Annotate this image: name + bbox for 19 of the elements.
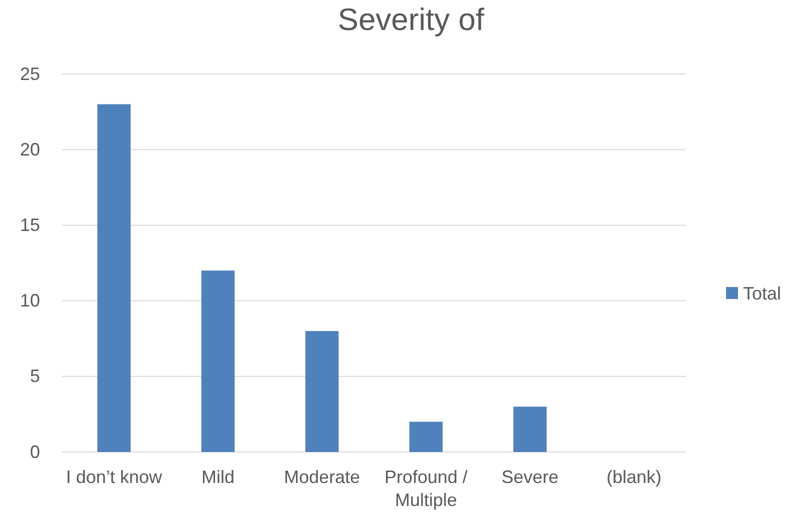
y-tick-label: 20 bbox=[20, 139, 40, 160]
y-tick-label: 5 bbox=[30, 366, 40, 386]
y-tick-label: 10 bbox=[20, 290, 40, 311]
x-tick-label: I don’t know bbox=[66, 466, 164, 487]
legend-label: Total bbox=[743, 283, 782, 304]
y-tick-label: 15 bbox=[20, 214, 40, 235]
bar bbox=[409, 422, 443, 452]
chart-title: Severity of bbox=[338, 2, 485, 37]
x-tick-label: Mild bbox=[201, 466, 235, 487]
y-tick-label: 0 bbox=[30, 442, 40, 462]
x-tick-label: Profound / Multiple bbox=[384, 466, 468, 510]
x-tick-label: Severe bbox=[501, 466, 559, 487]
bar bbox=[513, 406, 547, 452]
bar bbox=[97, 104, 131, 452]
y-tick-label: 25 bbox=[20, 64, 40, 84]
x-tick-label: (blank) bbox=[606, 466, 662, 487]
bar bbox=[305, 331, 339, 452]
x-tick-label: Moderate bbox=[284, 466, 360, 487]
bar bbox=[201, 270, 235, 452]
